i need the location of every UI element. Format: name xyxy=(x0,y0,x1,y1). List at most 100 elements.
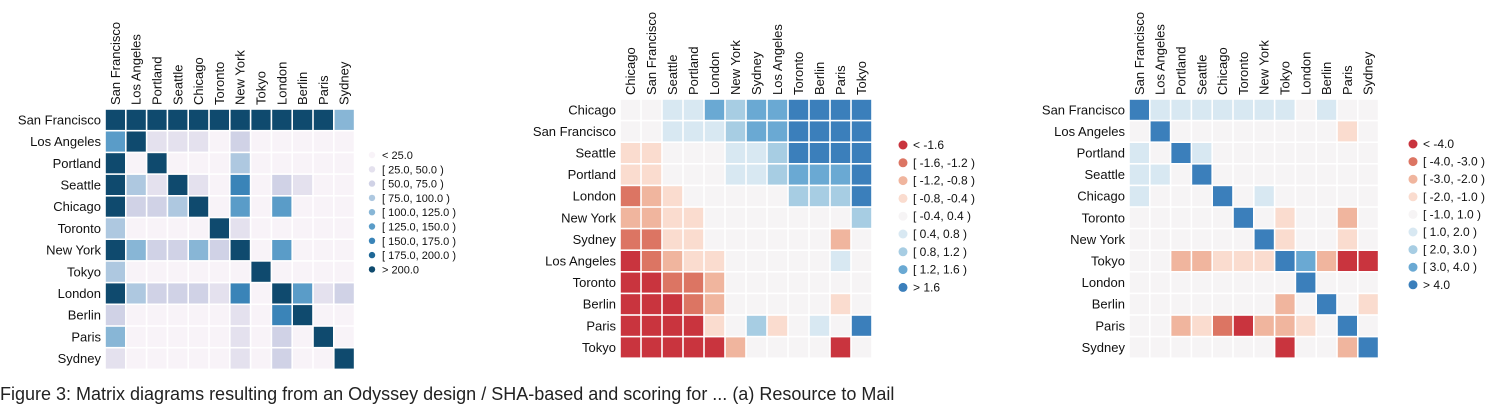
cell-toronto-paris xyxy=(830,272,851,293)
cell-chicago-sydney xyxy=(746,99,767,120)
cell-london-london xyxy=(1296,272,1316,293)
column-label: Berlin xyxy=(812,62,827,95)
cell-portland-paris xyxy=(830,164,851,185)
cell-portland-los-angeles xyxy=(767,164,788,185)
cell-new-york-paris xyxy=(313,240,333,261)
cell-toronto-new-york xyxy=(230,218,250,239)
legend-swatch xyxy=(898,140,908,150)
cell-toronto-los-angeles xyxy=(767,272,788,293)
row-label: London xyxy=(58,286,101,301)
cell-sydney-san-francisco xyxy=(1129,337,1149,358)
cell-paris-new-york xyxy=(230,326,250,347)
cell-sydney-toronto xyxy=(788,229,809,250)
legend-swatch xyxy=(368,237,376,244)
legend-label: [ 50.0, 75.0 ) xyxy=(382,179,444,191)
cell-los-angeles-sydney xyxy=(334,131,354,152)
legend-label: [ -1.2, -0.8 ) xyxy=(913,174,975,188)
cell-berlin-seattle xyxy=(168,305,188,326)
cell-tokyo-london xyxy=(272,261,292,282)
cell-san-francisco-tokyo xyxy=(1275,99,1295,120)
column-label: Toronto xyxy=(791,52,806,95)
cell-paris-paris xyxy=(830,315,851,336)
cell-san-francisco-san-francisco xyxy=(1129,99,1149,120)
cell-new-york-chicago xyxy=(189,240,209,261)
legend-swatch xyxy=(898,247,908,257)
cell-berlin-chicago xyxy=(1213,294,1233,315)
cell-berlin-toronto xyxy=(788,294,809,315)
cell-new-york-seattle xyxy=(168,240,188,261)
cell-portland-sydney xyxy=(746,164,767,185)
cell-sydney-los-angeles xyxy=(767,229,788,250)
cell-los-angeles-portland xyxy=(147,131,167,152)
cell-los-angeles-toronto xyxy=(788,251,809,271)
cell-london-new-york xyxy=(1254,272,1274,293)
legend-label: [ 3.0, 4.0 ) xyxy=(1423,260,1477,274)
cell-tokyo-san-francisco xyxy=(1129,251,1149,271)
cell-toronto-seattle xyxy=(662,272,683,293)
legend-label: [ 0.8, 1.2 ) xyxy=(913,245,967,259)
cell-san-francisco-paris xyxy=(1337,99,1357,120)
cell-seattle-los-angeles xyxy=(126,174,146,195)
cell-chicago-seattle xyxy=(168,196,188,217)
row-label: Berlin xyxy=(583,297,616,312)
cell-berlin-portland xyxy=(683,294,704,315)
cell-los-angeles-seattle xyxy=(168,131,188,152)
cell-toronto-paris xyxy=(313,218,333,239)
legend-label: [ 175.0, 200.0 ) xyxy=(382,250,456,262)
cell-new-york-san-francisco xyxy=(641,207,662,228)
cell-san-francisco-seattle xyxy=(1192,99,1212,120)
cell-london-tokyo xyxy=(1275,272,1295,293)
cell-seattle-portland xyxy=(1171,164,1191,185)
cell-new-york-los-angeles xyxy=(126,240,146,261)
cell-chicago-los-angeles xyxy=(767,99,788,120)
cell-tokyo-tokyo xyxy=(1275,251,1295,271)
cell-london-los-angeles xyxy=(1150,272,1170,293)
cell-tokyo-portland xyxy=(147,261,167,282)
cell-portland-new-york xyxy=(1254,143,1274,163)
cell-tokyo-chicago xyxy=(1213,251,1233,271)
cell-los-angeles-san-francisco xyxy=(105,131,125,152)
cell-new-york-london xyxy=(704,207,725,228)
column-label: London xyxy=(274,62,289,105)
cell-portland-tokyo xyxy=(1275,143,1295,163)
cell-san-francisco-new-york xyxy=(1254,99,1274,120)
cell-los-angeles-paris xyxy=(830,251,851,271)
cell-berlin-los-angeles xyxy=(126,305,146,326)
column-label: Berlin xyxy=(1319,62,1334,95)
cell-berlin-new-york xyxy=(230,305,250,326)
column-label: Chicago xyxy=(623,47,638,95)
cell-toronto-los-angeles xyxy=(1150,207,1170,228)
cell-tokyo-berlin xyxy=(293,261,313,282)
cell-portland-london xyxy=(1296,143,1316,163)
column-label: Seattle xyxy=(1194,55,1209,95)
cell-seattle-berlin xyxy=(293,174,313,195)
cell-london-seattle xyxy=(662,186,683,207)
column-label: London xyxy=(1298,52,1313,95)
cell-sydney-tokyo xyxy=(851,229,872,250)
cell-toronto-tokyo xyxy=(251,218,271,239)
cell-los-angeles-new-york xyxy=(725,251,746,271)
cell-new-york-new-york xyxy=(725,207,746,228)
cell-seattle-berlin xyxy=(1317,164,1337,185)
cell-los-angeles-london xyxy=(1296,121,1316,142)
cell-chicago-berlin xyxy=(809,99,830,120)
cell-paris-los-angeles xyxy=(1150,315,1170,336)
cell-toronto-san-francisco xyxy=(641,272,662,293)
cell-san-francisco-chicago xyxy=(620,121,641,142)
column-label: Chicago xyxy=(1215,47,1230,95)
cell-san-francisco-portland xyxy=(147,109,167,130)
cell-paris-portland xyxy=(147,326,167,347)
cell-new-york-sydney xyxy=(334,240,354,261)
cell-portland-san-francisco xyxy=(105,153,125,174)
cell-paris-tokyo xyxy=(1275,315,1295,336)
legend-swatch xyxy=(898,282,908,292)
cell-los-angeles-san-francisco xyxy=(641,251,662,271)
row-label: Portland xyxy=(53,156,101,171)
column-label: Portland xyxy=(686,47,701,95)
cell-portland-berlin xyxy=(809,164,830,185)
cell-chicago-tokyo xyxy=(1275,186,1295,207)
cell-portland-paris xyxy=(313,153,333,174)
cell-tokyo-san-francisco xyxy=(641,337,662,358)
cell-los-angeles-berlin xyxy=(809,251,830,271)
cell-tokyo-los-angeles xyxy=(767,337,788,358)
